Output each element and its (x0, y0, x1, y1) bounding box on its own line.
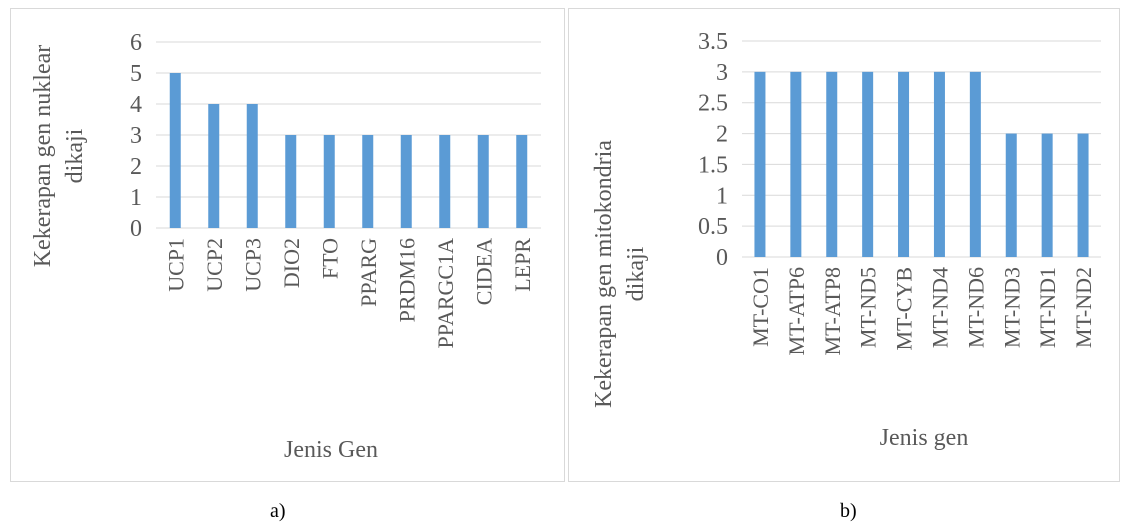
bar (439, 135, 451, 228)
y-tick-label: 3.5 (698, 29, 728, 55)
y-tick-label: 1 (716, 183, 728, 209)
category-label: PRDM16 (394, 238, 419, 322)
y-tick-label: 2 (130, 154, 142, 180)
bar (754, 71, 766, 257)
chart-panel-b: 0 0.5 1 1.5 2 2.5 3 3.5 MT-CO1 MT-ATP6 MT-ATP8 MT-N… (568, 8, 1120, 482)
bar (826, 71, 838, 257)
y-tick-label: 2.5 (698, 91, 728, 117)
caption-a: a) (270, 500, 286, 522)
bar (1041, 133, 1053, 257)
bar (1077, 133, 1089, 257)
category-label: LEPR (510, 238, 535, 292)
bar (208, 104, 220, 228)
category-label: UCP3 (240, 238, 265, 292)
bar (862, 71, 874, 257)
bar (898, 71, 910, 257)
category-label: MT-ND2 (1071, 267, 1096, 348)
category-label: MT-ND6 (963, 267, 988, 348)
mitochondrial-gene-chart: 0 0.5 1 1.5 2 2.5 3 3.5 MT-CO1 MT-ATP6 MT-ATP8 MT-N… (591, 29, 1101, 451)
y-axis-title: Kekerapan gen mitokondria (591, 140, 617, 408)
nuclear-gene-chart: 0 1 2 3 4 5 6 UCP1 UCP2 UCP3 DIO2 FTO PPARG PRDM16 PPA… (30, 30, 541, 463)
bar (400, 135, 412, 228)
bar (1005, 133, 1017, 257)
bar (933, 71, 945, 257)
y-tick-label: 5 (130, 61, 142, 87)
category-label: PPARG (356, 238, 381, 307)
category-label: MT-CO1 (748, 267, 773, 347)
bar (477, 135, 489, 228)
y-tick-label: 3 (130, 123, 142, 149)
y-tick-label: 0 (130, 216, 142, 242)
category-label: MT-ND4 (927, 267, 952, 348)
bar (790, 71, 802, 257)
category-label: MT-ND3 (999, 267, 1024, 348)
category-label: UCP1 (163, 238, 188, 292)
x-axis-title: Jenis gen (880, 425, 969, 451)
caption-b: b) (840, 500, 857, 522)
bar (323, 135, 335, 228)
bar (246, 104, 258, 228)
y-tick-label: 1 (130, 185, 142, 211)
category-label: MT-ND1 (1035, 267, 1060, 348)
bar (362, 135, 374, 228)
category-label: MT-ATP6 (784, 267, 809, 355)
y-axis-title: Kekerapan gen nuklear (30, 45, 56, 268)
category-label: UCP2 (202, 238, 227, 292)
y-tick-label: 4 (130, 92, 142, 118)
chart-panel-a: 0 1 2 3 4 5 6 UCP1 UCP2 UCP3 DIO2 FTO PPARG PRDM16 PPA… (10, 8, 565, 482)
category-label: CIDEA (471, 238, 496, 305)
y-tick-label: 1.5 (698, 152, 728, 178)
category-label: MT-CYB (892, 267, 917, 351)
category-label: MT-ATP8 (820, 267, 845, 355)
y-tick-label: 2 (716, 122, 728, 148)
y-axis-title: dikaji (623, 246, 649, 301)
category-label: DIO2 (279, 238, 304, 288)
category-label: PPARGC1A (433, 238, 458, 349)
y-tick-label: 0 (716, 245, 728, 271)
bar (516, 135, 528, 228)
bar (169, 73, 181, 228)
category-label: FTO (317, 238, 342, 279)
bar (969, 71, 981, 257)
bar (285, 135, 297, 228)
y-tick-label: 3 (716, 60, 728, 86)
category-label: MT-ND5 (856, 267, 881, 348)
x-axis-title: Jenis Gen (284, 437, 378, 463)
y-tick-label: 6 (130, 30, 142, 56)
y-axis-title: dikaji (62, 128, 88, 183)
y-tick-label: 0.5 (698, 214, 728, 240)
